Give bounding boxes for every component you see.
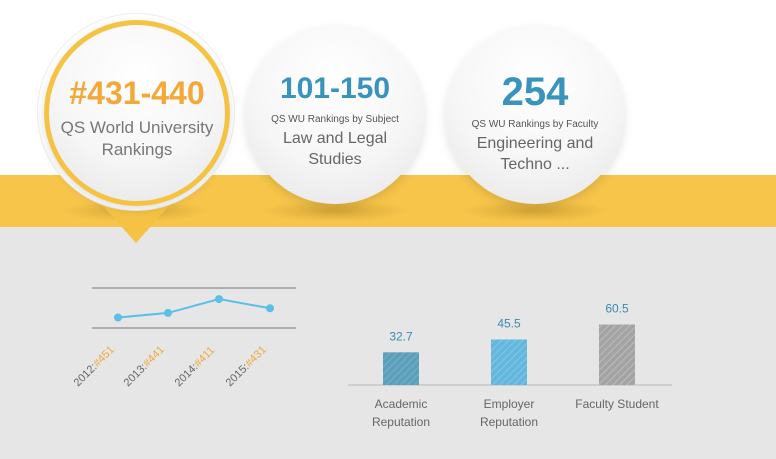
bar-category-label: Reputation <box>480 415 538 429</box>
history-label: 2012:#451 <box>72 344 117 389</box>
history-rank: #431 <box>243 344 269 370</box>
content-background <box>0 227 776 459</box>
circle-shadow <box>460 200 610 222</box>
overall-ranking-circle[interactable]: #431-440 QS World University Rankings <box>44 20 230 206</box>
bar-category-label: Academic <box>375 397 428 411</box>
indicator-bar-chart: 32.7 45.5 60.5 Academic Reputation Employer Re… <box>348 302 672 429</box>
history-point <box>164 308 172 317</box>
history-label: 2013:#441 <box>122 344 167 389</box>
bar-category-label: Employer <box>484 397 535 411</box>
bar-value-label: 60.5 <box>605 302 629 316</box>
subject-ranking-circle[interactable]: 101-150 QS WU Rankings by Subject Law an… <box>246 26 424 204</box>
history-line <box>117 298 271 319</box>
bar-value-label: 32.7 <box>389 329 413 343</box>
bar-category-label: Faculty Student <box>575 397 659 411</box>
bar-value-label: 45.5 <box>497 317 521 331</box>
history-label: 2015:#431 <box>224 344 269 389</box>
history-point <box>215 295 223 304</box>
history-rank: #441 <box>141 344 167 370</box>
faculty-ranking-circle[interactable]: 254 QS WU Rankings by Faculty Engineerin… <box>446 26 624 204</box>
history-rank: #451 <box>91 344 117 370</box>
active-pointer <box>102 205 170 243</box>
faculty-caption: QS WU Rankings by Faculty <box>471 119 599 130</box>
history-label: 2014:#411 <box>173 344 218 389</box>
overall-rank-label: QS World University Rankings <box>60 118 214 159</box>
history-rank: #411 <box>192 344 217 369</box>
indicator-bar <box>599 324 635 385</box>
subject-name: Law and Legal Studies <box>282 130 388 168</box>
indicator-bar <box>383 352 419 385</box>
overall-rank: #431-440 <box>69 75 205 111</box>
bar-category-label: Reputation <box>372 415 430 429</box>
subject-rank: 101-150 <box>279 72 391 105</box>
faculty-rank: 254 <box>501 70 569 114</box>
subject-caption: QS WU Rankings by Subject <box>271 114 399 125</box>
indicator-bar <box>491 339 527 385</box>
history-point <box>266 304 274 313</box>
faculty-name: Engineering and Techno ... <box>476 135 594 173</box>
history-point <box>114 313 122 322</box>
circle-shadow <box>260 200 410 222</box>
